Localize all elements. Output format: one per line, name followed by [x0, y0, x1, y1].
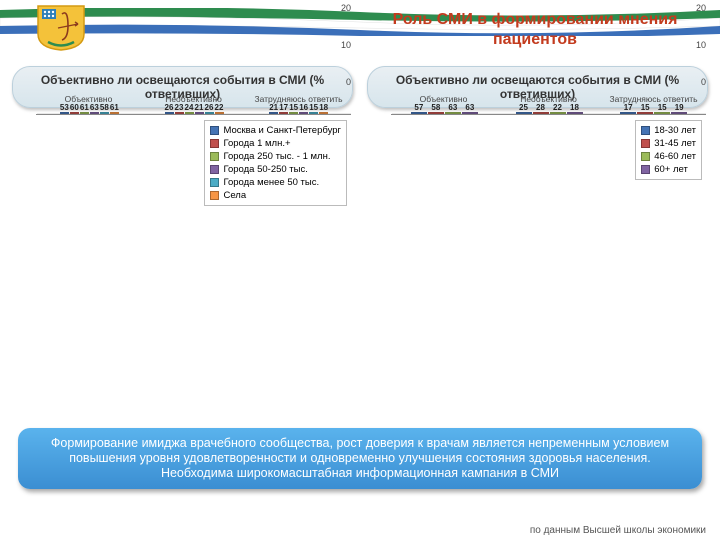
legend-swatch [210, 165, 219, 174]
chart-right-panel: Объективно ли освещаются события в СМИ (… [367, 66, 708, 114]
x-axis-label: Затрудняюсь ответить [246, 94, 351, 114]
legend: 18-30 лет31-45 лет46-60 лет60+ лет [635, 120, 702, 180]
footer-card: Формирование имиджа врачебного сообществ… [18, 428, 702, 489]
x-axis-label: Необъективно [496, 94, 601, 114]
legend-label: 60+ лет [654, 163, 688, 176]
legend-swatch [210, 178, 219, 187]
legend-label: Города 50-250 тыс. [223, 163, 307, 176]
legend-swatch [210, 139, 219, 148]
legend-swatch [210, 152, 219, 161]
legend-swatch [641, 165, 650, 174]
chart-left-panel: Объективно ли освещаются события в СМИ (… [12, 66, 353, 114]
x-axis-label: Необъективно [141, 94, 246, 114]
x-axis-label: Затрудняюсь ответить [601, 94, 706, 114]
crest-icon [34, 2, 88, 52]
legend-swatch [641, 152, 650, 161]
legend-label: Города 250 тыс. - 1 млн. [223, 150, 330, 163]
legend-swatch [210, 191, 219, 200]
legend-swatch [210, 126, 219, 135]
legend-swatch [641, 126, 650, 135]
legend-swatch [641, 139, 650, 148]
legend-label: 31-45 лет [654, 137, 696, 150]
legend-label: 18-30 лет [654, 124, 696, 137]
footer-text: Формирование имиджа врачебного сообществ… [34, 436, 686, 481]
legend-label: 46-60 лет [654, 150, 696, 163]
legend-label: Села [223, 189, 246, 202]
legend-label: Москва и Санкт-Петербург [223, 124, 341, 137]
source-text: по данным Высшей школы экономики [530, 525, 706, 536]
legend-label: Города 1 млн.+ [223, 137, 290, 150]
legend: Москва и Санкт-ПетербургГорода 1 млн.+Го… [204, 120, 347, 206]
x-axis-label: Объективно [36, 94, 141, 114]
x-axis-label: Объективно [391, 94, 496, 114]
legend-label: Города менее 50 тыс. [223, 176, 319, 189]
page-title: Роль СМИ в формировании мнения пациентов [370, 10, 700, 50]
